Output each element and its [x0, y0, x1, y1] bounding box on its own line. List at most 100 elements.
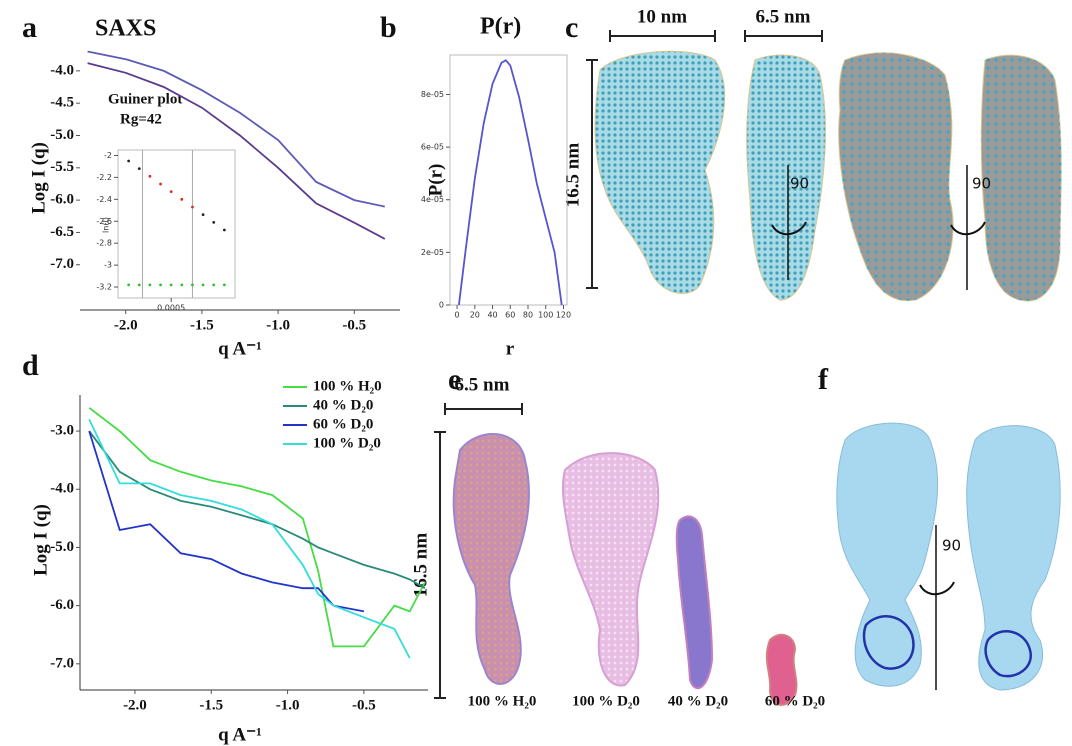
x-tick-label: 0 — [455, 311, 460, 320]
y-tick-label: -5.0 — [50, 539, 74, 555]
panel-letter: c — [565, 11, 578, 44]
point — [191, 283, 194, 287]
point — [169, 190, 173, 194]
y-tick-label: -3 — [104, 261, 112, 270]
y-tick-label: -2.8 — [96, 239, 112, 248]
y-tick-label: -3.2 — [96, 283, 112, 292]
rotation-arrow — [771, 221, 807, 236]
y-axis-label: Log I (q) — [28, 142, 49, 214]
rotation-label: 90 — [972, 175, 991, 193]
rotation-arrow — [919, 581, 955, 596]
scale-label: 16.5 nm — [410, 533, 431, 598]
x-axis-label: r — [506, 338, 515, 359]
x-tick-label: 80 — [523, 311, 533, 320]
y-axis-label: P(r) — [425, 164, 446, 197]
x-tick-label: -1.5 — [199, 697, 223, 713]
scale-label: 16.5 nm — [562, 143, 583, 208]
point — [148, 283, 152, 287]
y-tick-label: -5.5 — [50, 159, 74, 175]
x-tick-label: -1.0 — [266, 317, 290, 333]
y-tick-label: -4.5 — [50, 95, 74, 111]
molecule — [452, 433, 531, 685]
ribbon — [984, 630, 1033, 678]
point — [159, 182, 162, 186]
annotation: Guiner plot — [108, 91, 182, 107]
series-line — [88, 407, 426, 648]
molecule — [966, 425, 1061, 691]
y-tick-label: -4.0 — [50, 481, 74, 497]
x-tick-label: 20 — [470, 311, 480, 320]
y-tick-label: -7.0 — [50, 655, 74, 671]
molecule — [594, 50, 726, 294]
annotation: Rg=42 — [120, 111, 162, 127]
chart-title: P(r) — [480, 14, 521, 40]
point — [137, 167, 141, 171]
rotation-label: 90 — [942, 537, 961, 555]
x-tick-label: -1.5 — [190, 317, 214, 333]
y-axis-label: Log I (q) — [30, 504, 51, 576]
y-tick-label: -5.0 — [50, 127, 74, 143]
legend-label: 40 % D₂0 — [313, 397, 373, 413]
molecule — [836, 422, 939, 687]
panel-letter: f — [818, 363, 829, 396]
y-tick-label: -2.4 — [96, 195, 112, 204]
legend-label: 100 % D₂0 — [313, 435, 381, 451]
series-line — [88, 430, 426, 589]
y-tick-label: -7.0 — [50, 256, 74, 272]
y-tick-label: -3.0 — [50, 423, 74, 439]
sample-label: 40 % D₂0 — [668, 693, 728, 709]
x-tick-label: -0.5 — [352, 697, 376, 713]
point — [222, 228, 226, 232]
y-tick-label: 2e-05 — [421, 248, 444, 257]
y-tick-label: 8e-05 — [421, 90, 444, 99]
y-tick-label: -2.6 — [96, 217, 112, 226]
point — [127, 283, 131, 287]
rotation-arrow — [950, 221, 986, 236]
chart-title: SAXS — [95, 16, 156, 42]
molecule — [675, 515, 714, 690]
point — [169, 283, 173, 287]
point — [137, 283, 141, 287]
x-tick-label: -2.0 — [114, 317, 138, 333]
series-line — [88, 419, 411, 659]
rotation-label: 90 — [790, 175, 809, 193]
panel-letter: e — [448, 363, 461, 396]
x-axis-label: q A⁻¹ — [218, 338, 262, 359]
panel-f: 90 — [836, 422, 1061, 691]
y-tick-label: -4.0 — [50, 62, 74, 78]
panel-e: 6.5 nm 16.5 nm 100 % H₂0 100 % D₂0 40 % … — [410, 374, 825, 709]
series-line — [87, 50, 385, 208]
point — [212, 220, 216, 224]
panel-letter: b — [380, 11, 397, 44]
y-tick-label: -6.0 — [50, 597, 74, 613]
scale-label: 6.5 nm — [455, 374, 510, 395]
point — [201, 213, 205, 217]
ribbon — [862, 615, 915, 670]
sample-label: 60 % D₂0 — [765, 693, 825, 709]
x-tick-label: 60 — [505, 311, 515, 320]
plot-frame — [449, 54, 568, 306]
sample-label: 100 % H₂0 — [468, 693, 537, 709]
molecule — [561, 452, 660, 687]
scale-label: 6.5 nm — [756, 6, 811, 27]
point — [191, 205, 194, 209]
x-tick-label: 120 — [556, 311, 571, 320]
x-axis-label: q A⁻¹ — [218, 724, 262, 745]
point — [148, 174, 152, 178]
point — [180, 197, 184, 201]
x-tick-label: 40 — [487, 311, 497, 320]
point — [212, 283, 216, 287]
y-tick-label: -2 — [104, 151, 112, 160]
x-tick-label: -1.0 — [276, 697, 300, 713]
point — [127, 159, 131, 163]
point — [159, 283, 162, 287]
panel-letter: d — [22, 349, 39, 382]
legend-label: 60 % D₂0 — [313, 416, 373, 432]
y-tick-label: 6e-05 — [421, 143, 444, 152]
x-tick-label: 100 — [538, 311, 553, 320]
scale-label: 10 nm — [637, 6, 687, 27]
y-tick-label: -6.5 — [50, 224, 74, 240]
y-axis-label: ln(I) — [102, 217, 111, 233]
y-tick-label: -6.0 — [50, 192, 74, 208]
